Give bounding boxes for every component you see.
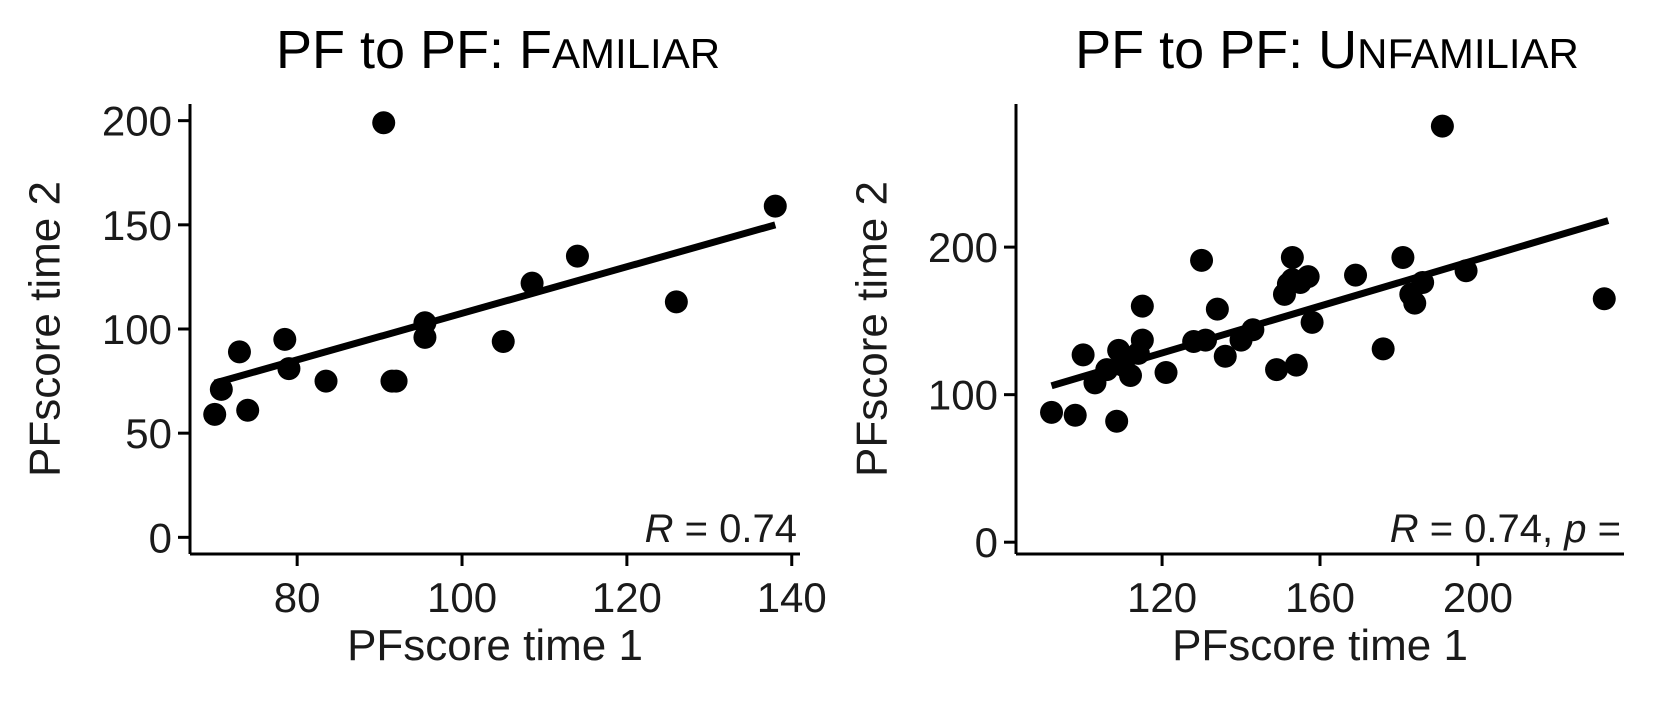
data-point [236, 398, 260, 422]
data-point [1063, 403, 1087, 427]
chart-title-cap: F [519, 20, 552, 80]
chart-title-smallcaps: NFAMILIAR [1357, 30, 1579, 77]
x-tick-label: 140 [757, 574, 827, 621]
annotation-italic: R [1390, 507, 1419, 551]
data-point [1411, 271, 1435, 295]
data-point [1300, 310, 1324, 334]
data-point [1040, 400, 1064, 424]
chart-title-cap: U [1318, 20, 1357, 80]
data-point [565, 244, 589, 268]
data-point [763, 194, 787, 218]
data-point [520, 271, 544, 295]
chart-title-prefix: PF to PF: [276, 20, 519, 80]
data-point [1105, 409, 1129, 433]
data-point [203, 402, 227, 426]
x-axis-title: PFscore time 1 [347, 621, 643, 670]
chart-title: PF to PF: FAMILIAR [276, 20, 720, 80]
x-tick-label: 160 [1285, 574, 1355, 621]
x-axis-title: PFscore time 1 [1172, 621, 1468, 670]
x-tick-label: 200 [1443, 574, 1513, 621]
data-point [1371, 337, 1395, 361]
data-point [227, 340, 251, 364]
data-point [273, 327, 297, 351]
chart-title-smallcaps: AMILIAR [552, 30, 720, 77]
correlation-annotation: R = 0.74 [645, 507, 797, 551]
data-point [384, 369, 408, 393]
data-point [413, 325, 437, 349]
annotation-italic-2: p [1563, 507, 1586, 551]
trend-line [213, 221, 777, 387]
x-tick-label: 80 [274, 574, 321, 621]
y-tick-label: 100 [102, 306, 172, 353]
data-point [1130, 328, 1154, 352]
data-point [1592, 287, 1616, 311]
chart-title: PF to PF: UNFAMILIAR [1075, 20, 1579, 80]
y-tick-label: 0 [149, 514, 172, 561]
y-tick-label: 200 [102, 98, 172, 145]
annotation-text: = 0.74, [1419, 507, 1565, 551]
data-point [372, 111, 396, 135]
data-point [314, 369, 338, 393]
y-tick-label: 0 [975, 519, 998, 566]
y-tick-label: 150 [102, 202, 172, 249]
data-point [491, 330, 515, 353]
data-point [1344, 263, 1368, 287]
chart-title-prefix: PF to PF: [1075, 20, 1318, 80]
y-axis-title: PFscore time 2 [848, 181, 897, 477]
y-tick-label: 200 [928, 224, 998, 271]
y-tick-label: 100 [928, 372, 998, 419]
data-point [1265, 358, 1289, 382]
data-point [1391, 245, 1415, 269]
data-point [1071, 343, 1095, 367]
data-point [1280, 245, 1304, 269]
data-point [1194, 328, 1218, 352]
data-point [664, 290, 688, 314]
data-point [1190, 248, 1214, 272]
panel-1: PF to PF: FAMILIAR 0 50 100 150 200 80 100 120 14… [21, 20, 827, 670]
data-point [209, 377, 233, 401]
data-point [1284, 353, 1308, 377]
data-point [1118, 363, 1142, 387]
x-tick-label: 120 [592, 574, 662, 621]
data-point [1205, 297, 1229, 321]
data-point [1296, 265, 1320, 289]
correlation-annotation: R = 0.74, p = [1390, 507, 1621, 551]
x-tick-label: 100 [427, 574, 497, 621]
data-point [1403, 291, 1427, 315]
annotation-italic: R [645, 507, 674, 551]
y-tick-label: 50 [125, 410, 172, 457]
data-point [1454, 259, 1478, 283]
data-point [1130, 294, 1154, 318]
data-point [1241, 318, 1265, 342]
y-axis-title: PFscore time 2 [21, 181, 70, 477]
data-point [277, 357, 301, 381]
data-point [1430, 114, 1454, 138]
annotation-text-2: = [1587, 507, 1621, 551]
x-tick-label: 120 [1127, 574, 1197, 621]
data-point [1213, 344, 1237, 368]
data-point [1154, 361, 1178, 385]
annotation-text: = 0.74 [674, 507, 797, 551]
